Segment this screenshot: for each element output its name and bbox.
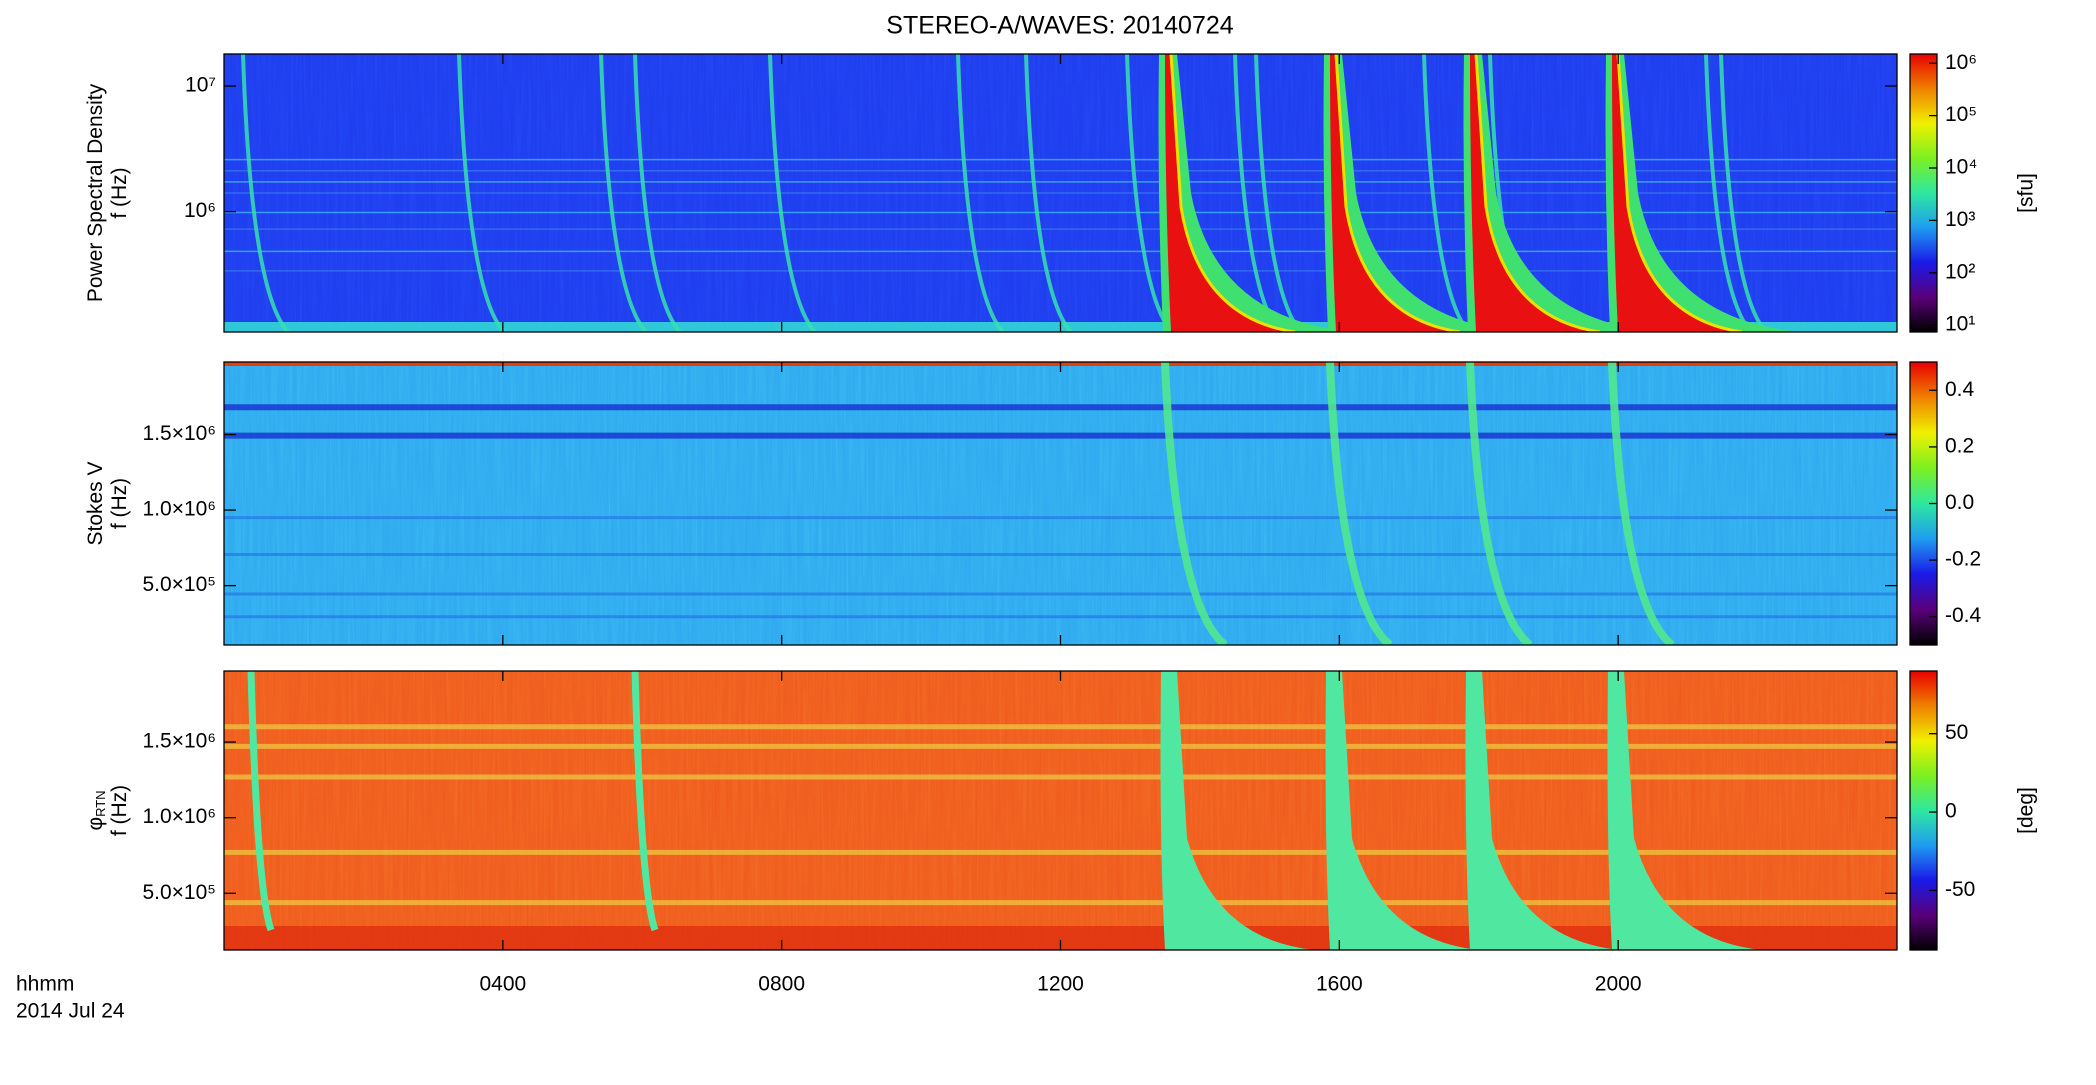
spectrogram — [224, 671, 1897, 950]
x-tick-label: 0800 — [758, 973, 805, 996]
burst-trace — [1719, 54, 1768, 332]
burst-halo — [1463, 54, 1660, 332]
y-tick-label: 1.0×10⁶ — [143, 805, 216, 828]
y-tick-label: 10⁷ — [185, 74, 216, 97]
colorbar-tick-label: 0.0 — [1945, 491, 1974, 514]
y-axis-label-line: f (Hz) — [108, 167, 131, 218]
y-axis-label-subscript: RTN — [93, 790, 108, 816]
burst-trace — [599, 54, 648, 332]
colorbar-tick-label: 0.2 — [1945, 434, 1974, 457]
burst-trace — [247, 671, 275, 932]
burst-trace — [1024, 54, 1073, 332]
chart-title: STEREO-A/WAVES: 20140724 — [886, 12, 1233, 40]
y-axis-label: φRTNf (Hz) — [84, 785, 131, 836]
burst-trace — [631, 671, 659, 932]
burst-fill — [1465, 671, 1620, 950]
x-axis-date: 2014 Jul 24 — [16, 1000, 125, 1023]
burst-rim — [1169, 54, 1296, 332]
burst-trace — [1608, 362, 1675, 645]
burst-fill — [1325, 671, 1480, 950]
burst-trace — [457, 54, 506, 332]
burst-trace — [1326, 362, 1393, 645]
burst-rim — [1334, 54, 1461, 332]
colorbar-tick-label: 10² — [1945, 260, 1975, 283]
y-axis-label: Stokes Vf (Hz) — [84, 461, 131, 545]
y-axis-label-line: Power Spectral Density — [84, 83, 107, 302]
burst-trace — [768, 54, 817, 332]
colorbar-tick-label: 0.4 — [1945, 378, 1975, 401]
y-axis-label-line: f (Hz) — [108, 478, 131, 529]
colorbar-tick-label: 10³ — [1945, 208, 1975, 231]
burst-trace — [1161, 362, 1228, 645]
burst-rim — [1474, 54, 1601, 332]
burst-halo — [1323, 54, 1520, 332]
colorbar-label: [sfu] — [2015, 173, 2038, 213]
colorbar-tick-label: 0 — [1945, 800, 1957, 823]
y-tick-label: 5.0×10⁵ — [142, 573, 216, 596]
spectrogram — [224, 362, 1897, 645]
x-tick-label: 1200 — [1037, 973, 1084, 996]
colorbar-tick-label: 10⁶ — [1945, 51, 1977, 74]
colorbar-tick-label: 50 — [1945, 721, 1968, 744]
colorbar-label: [deg] — [2015, 787, 2038, 834]
y-tick-label: 1.5×10⁶ — [143, 730, 216, 753]
colorbar — [1909, 53, 1938, 333]
burst-trace — [241, 54, 290, 332]
burst-trace — [633, 54, 682, 332]
colorbar — [1909, 670, 1938, 951]
burst-trace — [1704, 54, 1753, 332]
colorbar-tick-label: -0.2 — [1945, 548, 1981, 571]
y-tick-label: 1.0×10⁶ — [143, 498, 216, 521]
y-axis-label-line: f (Hz) — [108, 785, 131, 836]
colorbar-tick-label: 10⁵ — [1945, 103, 1977, 126]
spectrogram — [224, 54, 1897, 332]
y-tick-label: 10⁶ — [184, 199, 216, 222]
burst-rim — [1616, 54, 1743, 332]
colorbar-tick-label: -0.4 — [1945, 604, 1982, 627]
y-axis-label-line: Stokes V — [84, 461, 107, 545]
burst-trace — [956, 54, 1005, 332]
y-tick-label: 1.5×10⁶ — [143, 422, 216, 445]
colorbar-tick-label: -50 — [1945, 878, 1975, 901]
burst-fill — [1607, 671, 1762, 950]
burst-trace — [1422, 54, 1471, 332]
burst-halo — [1158, 54, 1355, 332]
y-axis-label: Power Spectral Densityf (Hz) — [84, 83, 131, 302]
colorbar-tick-label: 10¹ — [1945, 313, 1975, 336]
burst-halo — [1605, 54, 1802, 332]
burst-trace — [1254, 54, 1303, 332]
burst-fill — [1160, 671, 1315, 950]
x-tick-label: 2000 — [1595, 973, 1642, 996]
y-axis-label-line: φ — [84, 817, 107, 831]
x-axis-label: hhmm — [16, 973, 74, 996]
burst-trace — [1466, 362, 1533, 645]
x-tick-label: 1600 — [1316, 973, 1363, 996]
y-tick-label: 5.0×10⁵ — [142, 881, 216, 904]
colorbar-tick-label: 10⁴ — [1945, 156, 1977, 179]
x-tick-label: 0400 — [479, 973, 526, 996]
